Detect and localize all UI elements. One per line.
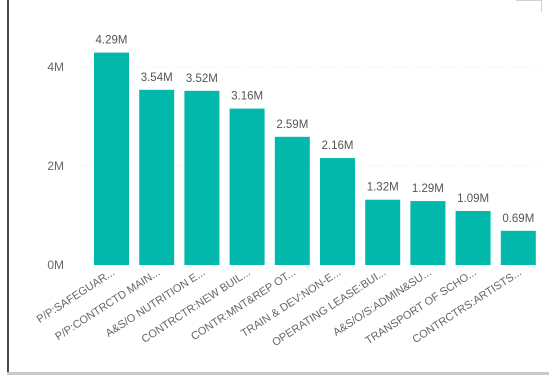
data-label: 1.32M: [367, 182, 399, 194]
data-label: 2.59M: [276, 119, 308, 131]
data-label: 1.09M: [457, 193, 489, 205]
data-label: 2.16M: [322, 140, 354, 152]
bar[interactable]: [229, 108, 265, 265]
bar[interactable]: [320, 158, 355, 265]
bar[interactable]: [365, 199, 401, 265]
visual-bottom-border: [7, 372, 549, 375]
bar[interactable]: [94, 52, 129, 265]
bar[interactable]: [184, 90, 220, 265]
bars: [94, 52, 536, 265]
data-labels: 4.29M 3.54M 3.52M 3.16M 2.59M 2.16M 1.32M 1.29M…: [96, 35, 535, 225]
bar[interactable]: [500, 230, 536, 265]
category-label: P/P:SAFEGUAR...: [35, 266, 117, 325]
data-label: 1.29M: [412, 183, 444, 195]
bar[interactable]: [139, 89, 175, 265]
bar[interactable]: [455, 211, 491, 265]
y-axis-tick-labels: 0M 2M 4M: [47, 60, 64, 272]
data-label: 3.54M: [141, 72, 173, 84]
y-tick-label: 0M: [47, 258, 64, 272]
visual-left-border: [7, 0, 9, 375]
data-label: 4.29M: [96, 35, 128, 47]
data-label: 0.69M: [502, 213, 534, 225]
data-label: 3.52M: [186, 73, 218, 85]
grid-lines: [80, 66, 541, 167]
category-labels: P/P:SAFEGUAR...P/P:CONTRCTD MAIN...A&S/O…: [35, 266, 524, 349]
y-tick-label: 2M: [47, 159, 64, 173]
visual-corner-mark: [516, 0, 542, 12]
bar[interactable]: [274, 136, 310, 265]
y-tick-label: 4M: [47, 60, 64, 74]
data-label: 3.16M: [231, 91, 263, 103]
bar[interactable]: [410, 201, 446, 265]
